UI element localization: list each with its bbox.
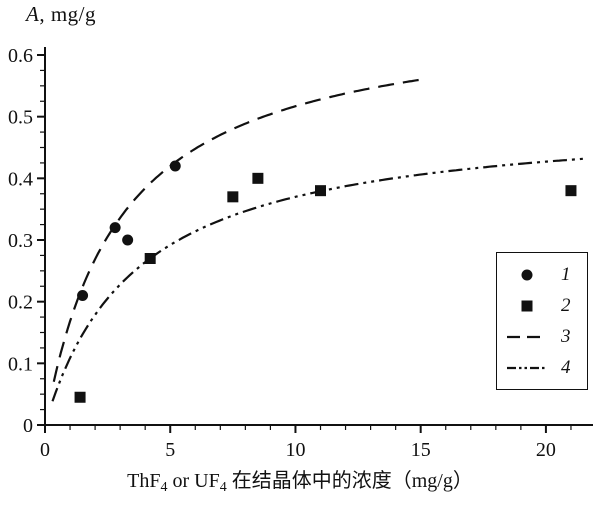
data-point-square bbox=[227, 191, 239, 203]
data-point-circle bbox=[77, 290, 89, 301]
legend-item-label: 4 bbox=[561, 357, 571, 378]
y-tick-label: 0.5 bbox=[8, 107, 33, 129]
y-tick-label: 0.6 bbox=[8, 45, 33, 67]
y-tick-label: 0.1 bbox=[8, 353, 33, 375]
legend-item-2: 2 bbox=[505, 296, 579, 315]
square-marker-icon bbox=[521, 300, 533, 311]
x-axis-title-subscript: 4 bbox=[160, 480, 168, 495]
legend-item-label: 3 bbox=[561, 326, 571, 347]
curve-series-3 bbox=[52, 77, 426, 382]
x-axis-title-part: or UF bbox=[167, 470, 220, 492]
y-axis-title-symbol: A bbox=[26, 2, 40, 26]
data-point-square bbox=[144, 253, 156, 264]
long-dash-marker-icon bbox=[507, 335, 547, 338]
data-point-square bbox=[252, 172, 264, 184]
legend-item-label: 1 bbox=[561, 264, 571, 285]
legend-item-label: 2 bbox=[561, 295, 571, 316]
data-point-square bbox=[315, 185, 327, 197]
y-tick-label: 0.2 bbox=[8, 292, 33, 314]
x-tick-label: 10 bbox=[285, 439, 305, 461]
y-tick-label: 0.4 bbox=[8, 168, 33, 190]
x-axis-title-part: 在结晶体中的浓度（mg/g） bbox=[226, 470, 473, 492]
x-axis-title-subscript: 4 bbox=[219, 480, 227, 495]
dash-dot-dot-marker-icon bbox=[507, 366, 547, 369]
y-axis-title-units: , mg/g bbox=[39, 2, 96, 26]
x-tick-label: 20 bbox=[536, 439, 556, 461]
data-point-circle bbox=[109, 222, 121, 234]
data-point-square bbox=[565, 185, 577, 197]
legend-item-1: 1 bbox=[505, 265, 579, 284]
x-tick-label: 5 bbox=[165, 439, 175, 461]
data-point-circle bbox=[122, 234, 134, 246]
x-axis-title-part: ThF bbox=[127, 470, 161, 492]
y-axis-title: A, mg/g bbox=[26, 2, 96, 27]
legend-item-3: 3 bbox=[505, 327, 579, 346]
data-point-square bbox=[74, 391, 86, 403]
x-axis-title: ThF4 or UF4 在结晶体中的浓度（mg/g） bbox=[0, 464, 600, 496]
legend: 1 2 3 4 bbox=[496, 252, 588, 390]
y-tick-label: 0.3 bbox=[8, 230, 33, 252]
y-tick-label: 0 bbox=[23, 415, 33, 437]
x-tick-label: 0 bbox=[40, 439, 50, 461]
x-tick-label: 15 bbox=[411, 439, 431, 461]
legend-item-4: 4 bbox=[505, 358, 579, 377]
data-point-circle bbox=[169, 160, 181, 172]
circle-marker-icon bbox=[521, 269, 533, 280]
